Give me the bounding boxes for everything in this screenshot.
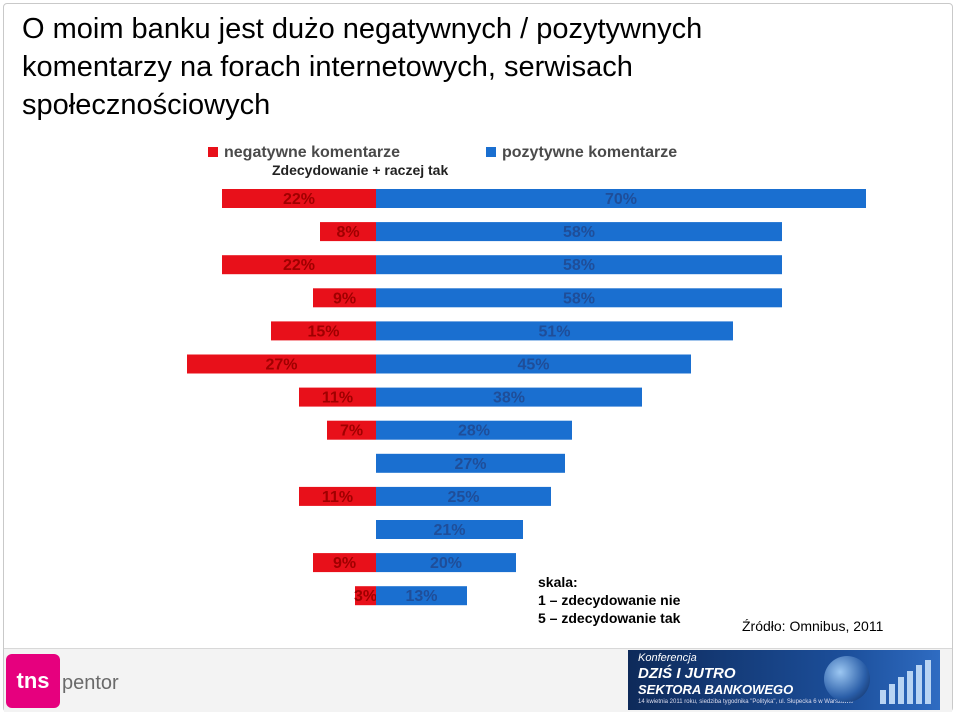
legend-negative: negatywne komentarze [208, 144, 400, 162]
pentor-logo-text: pentor [62, 672, 119, 694]
source-note: Źródło: Omnibus, 2011 [742, 618, 884, 634]
banner-line-1: Konferencja [638, 652, 697, 664]
positive-bar-label: 25% [447, 489, 479, 506]
positive-bar-label: 38% [493, 390, 525, 407]
negative-bar-label: 22% [283, 191, 315, 208]
positive-bar [376, 453, 565, 473]
negative-bar-label: 11% [322, 390, 353, 407]
negative-bar [299, 387, 376, 407]
positive-bar-label: 20% [430, 555, 462, 572]
negative-bar [355, 586, 376, 606]
positive-bar [376, 288, 782, 308]
scale-title: skala: [538, 574, 578, 590]
negative-bar-label: 15% [307, 323, 339, 340]
negative-bar [299, 486, 376, 506]
positive-bar-label: 58% [563, 290, 595, 307]
positive-bar [376, 420, 572, 440]
positive-bar-label: 51% [538, 323, 570, 340]
negative-bar [222, 255, 376, 275]
negative-bar-label: 3% [354, 588, 377, 605]
scale-note: skala: 1 – zdecydowanie nie 5 – zdecydow… [538, 573, 680, 627]
positive-bar [376, 586, 467, 606]
positive-bar [376, 222, 782, 242]
negative-bar [271, 321, 376, 341]
negative-bar [187, 354, 376, 374]
negative-bar-label: 27% [265, 357, 297, 374]
positive-bar [376, 321, 733, 341]
positive-bar [376, 255, 782, 275]
banner-line-3: SEKTORA BANKOWEGO [638, 682, 794, 697]
bar-chart-icon [880, 660, 934, 704]
positive-bar-label: 70% [605, 191, 637, 208]
legend-negative-swatch [208, 147, 218, 157]
chart-subtitle: Zdecydowanie + raczej tak [272, 162, 449, 178]
scale-min: 1 – zdecydowanie nie [538, 592, 681, 608]
negative-bar [313, 553, 376, 573]
scale-max: 5 – zdecydowanie tak [538, 610, 681, 626]
positive-bar [376, 520, 523, 539]
legend-negative-label: negatywne komentarze [224, 144, 401, 161]
legend-positive: pozytywne komentarze [486, 144, 677, 162]
banner-line-4: 14 kwietnia 2011 roku, siedziba tygodnik… [638, 699, 854, 705]
negative-bar [327, 420, 376, 440]
positive-bar [376, 189, 866, 208]
positive-bar-label: 13% [405, 588, 437, 605]
legend-positive-swatch [486, 147, 496, 157]
positive-bar-label: 28% [458, 423, 490, 440]
negative-bar-label: 7% [340, 423, 363, 440]
positive-bar-label: 58% [563, 224, 595, 241]
positive-bar-label: 27% [454, 456, 486, 473]
negative-bar [320, 222, 376, 242]
negative-bar-label: 9% [333, 555, 356, 572]
positive-bar-label: 45% [517, 357, 549, 374]
positive-bar [376, 387, 642, 407]
tns-logo: tns [6, 654, 60, 708]
legend-positive-label: pozytywne komentarze [502, 144, 678, 161]
negative-bar-label: 9% [333, 290, 356, 307]
positive-bar [376, 486, 551, 506]
negative-bar-label: 22% [283, 257, 315, 274]
globe-icon [824, 656, 870, 702]
negative-bar-label: 8% [336, 224, 359, 241]
negative-bar [222, 189, 376, 208]
negative-bar [313, 288, 376, 308]
page-title: O moim banku jest dużo negatywnych / poz… [22, 13, 703, 121]
positive-bar [376, 354, 691, 374]
conference-banner: Konferencja DZIŚ I JUTRO SEKTORA BANKOWE… [628, 650, 940, 710]
positive-bar [376, 553, 516, 573]
negative-bar-label: 11% [322, 489, 353, 506]
positive-bar-label: 21% [433, 522, 465, 539]
positive-bar-label: 58% [563, 257, 595, 274]
banner-line-2: DZIŚ I JUTRO [638, 665, 736, 682]
